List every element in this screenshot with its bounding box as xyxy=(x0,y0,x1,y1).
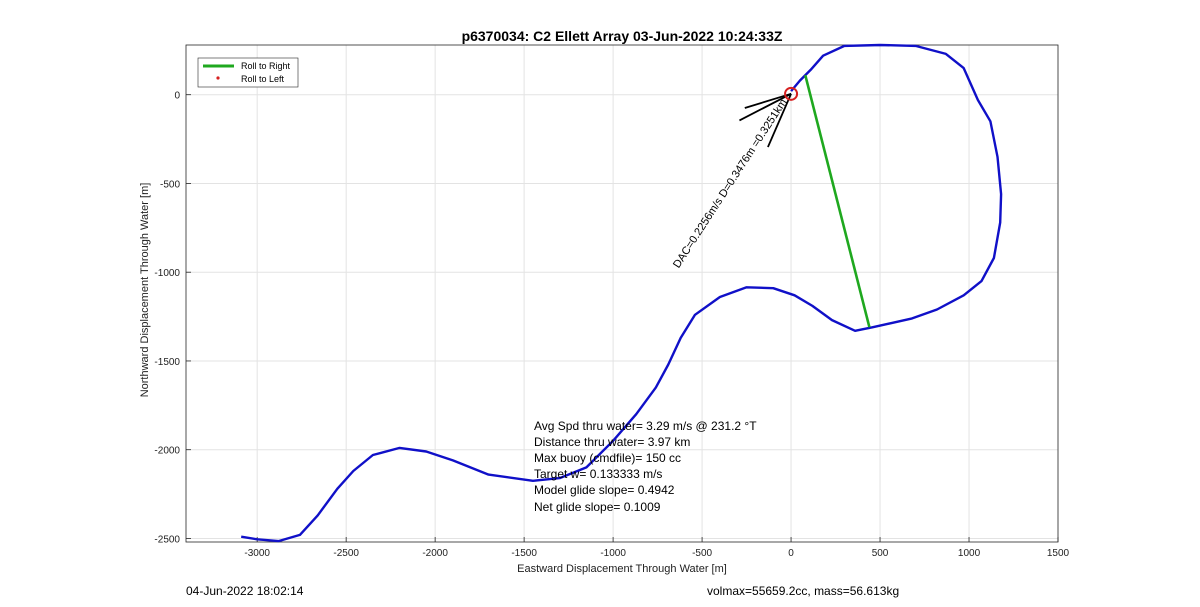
x-axis-label: Eastward Displacement Through Water [m] xyxy=(517,563,727,575)
dac-vector-line xyxy=(744,92,792,109)
x-tick-label: -500 xyxy=(692,548,712,559)
x-tick-label: 0 xyxy=(788,548,794,559)
y-tick-label: -2000 xyxy=(154,446,180,457)
x-tick-label: 1500 xyxy=(1047,548,1070,559)
stat-max-buoy: Max buoy (cmdfile)= 150 cc xyxy=(534,451,681,465)
dac-vector-line xyxy=(767,93,792,148)
legend-roll-right-label: Roll to Right xyxy=(241,61,291,71)
series-group xyxy=(241,43,1003,543)
legend: Roll to Right Roll to Left xyxy=(197,57,299,88)
legend-roll-left-swatch xyxy=(216,76,220,80)
x-axis-ticks: -3000 -2500 -2000 -1500 -1000 -500 0 500 1000 150… xyxy=(244,537,1070,559)
x-tick-label: -3000 xyxy=(244,548,270,559)
roll-to-right-segment xyxy=(804,74,871,328)
x-tick-label: 1000 xyxy=(958,548,981,559)
stat-avg-speed: Avg Spd thru water= 3.29 m/s @ 231.2 °T xyxy=(534,419,757,433)
x-tick-label: -1000 xyxy=(600,548,626,559)
stat-target-w: Target w= 0.133333 m/s xyxy=(534,467,662,481)
glider-track-line xyxy=(241,43,1003,543)
y-tick-label: -500 xyxy=(160,179,180,190)
grid-lines xyxy=(186,45,1059,542)
footer-volmax-mass: volmax=55659.2cc, mass=56.613kg xyxy=(707,584,899,598)
legend-roll-left-label: Roll to Left xyxy=(241,74,285,84)
stat-model-glide-slope: Model glide slope= 0.4942 xyxy=(534,483,675,497)
y-tick-label: 0 xyxy=(174,91,180,102)
stat-net-glide-slope: Net glide slope= 0.1009 xyxy=(534,500,661,514)
stat-distance: Distance thru water= 3.97 km xyxy=(534,435,690,449)
y-tick-label: -1000 xyxy=(154,268,180,279)
legend-box xyxy=(197,57,299,88)
chart-title: p6370034: C2 Ellett Array 03-Jun-2022 10… xyxy=(462,28,783,44)
stats-block: Avg Spd thru water= 3.29 m/s @ 231.2 °T … xyxy=(534,419,757,514)
plot-area xyxy=(185,44,1059,543)
x-tick-label: -2000 xyxy=(422,548,448,559)
x-tick-label: 500 xyxy=(872,548,889,559)
dac-vectors xyxy=(739,92,792,148)
x-tick-label: -2500 xyxy=(333,548,359,559)
x-tick-label: -1500 xyxy=(511,548,537,559)
footer-timestamp: 04-Jun-2022 18:02:14 xyxy=(186,584,304,598)
y-axis-label: Northward Displacement Through Water [m] xyxy=(139,183,151,398)
y-tick-label: -1500 xyxy=(154,357,180,368)
y-tick-label: -2500 xyxy=(154,534,180,545)
dac-vector-line xyxy=(739,93,792,122)
current-position-marker xyxy=(784,86,799,101)
y-axis-ticks: -2500 -2000 -1500 -1000 -500 0 xyxy=(154,91,191,545)
